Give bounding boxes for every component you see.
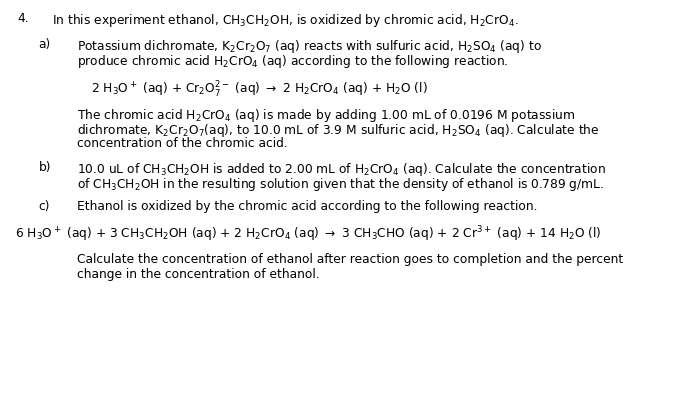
Text: c): c) [38, 200, 50, 213]
Text: b): b) [38, 161, 51, 174]
Text: change in the concentration of ethanol.: change in the concentration of ethanol. [77, 268, 320, 281]
Text: Ethanol is oxidized by the chromic acid according to the following reaction.: Ethanol is oxidized by the chromic acid … [77, 200, 538, 213]
Text: 10.0 uL of CH$_3$CH$_2$OH is added to 2.00 mL of H$_2$CrO$_4$ (aq). Calculate th: 10.0 uL of CH$_3$CH$_2$OH is added to 2.… [77, 161, 606, 178]
Text: of CH$_3$CH$_2$OH in the resulting solution given that the density of ethanol is: of CH$_3$CH$_2$OH in the resulting solut… [77, 176, 604, 193]
Text: dichromate, K$_2$Cr$_2$O$_7$(aq), to 10.0 mL of 3.9 M sulfuric acid, H$_2$SO$_4$: dichromate, K$_2$Cr$_2$O$_7$(aq), to 10.… [77, 122, 599, 139]
Text: 6 H$_3$O$^+$ (aq) + 3 CH$_3$CH$_2$OH (aq) + 2 H$_2$CrO$_4$ (aq) $\rightarrow$ 3 : 6 H$_3$O$^+$ (aq) + 3 CH$_3$CH$_2$OH (aq… [15, 224, 602, 244]
Text: In this experiment ethanol, CH$_3$CH$_2$OH, is oxidized by chromic acid, H$_2$Cr: In this experiment ethanol, CH$_3$CH$_2$… [52, 12, 519, 29]
Text: Calculate the concentration of ethanol after reaction goes to completion and the: Calculate the concentration of ethanol a… [77, 253, 623, 266]
Text: 2 H$_3$O$^+$ (aq) + Cr$_2$O$_7^{2-}$ (aq) $\rightarrow$ 2 H$_2$CrO$_4$ (aq) + H$: 2 H$_3$O$^+$ (aq) + Cr$_2$O$_7^{2-}$ (aq… [91, 80, 428, 100]
Text: produce chromic acid H$_2$CrO$_4$ (aq) according to the following reaction.: produce chromic acid H$_2$CrO$_4$ (aq) a… [77, 53, 508, 70]
Text: a): a) [38, 38, 50, 51]
Text: concentration of the chromic acid.: concentration of the chromic acid. [77, 137, 288, 150]
Text: 4.: 4. [18, 12, 29, 25]
Text: Potassium dichromate, K$_2$Cr$_2$O$_7$ (aq) reacts with sulfuric acid, H$_2$SO$_: Potassium dichromate, K$_2$Cr$_2$O$_7$ (… [77, 38, 542, 55]
Text: The chromic acid H$_2$CrO$_4$ (aq) is made by adding 1.00 mL of 0.0196 M potassi: The chromic acid H$_2$CrO$_4$ (aq) is ma… [77, 107, 575, 124]
